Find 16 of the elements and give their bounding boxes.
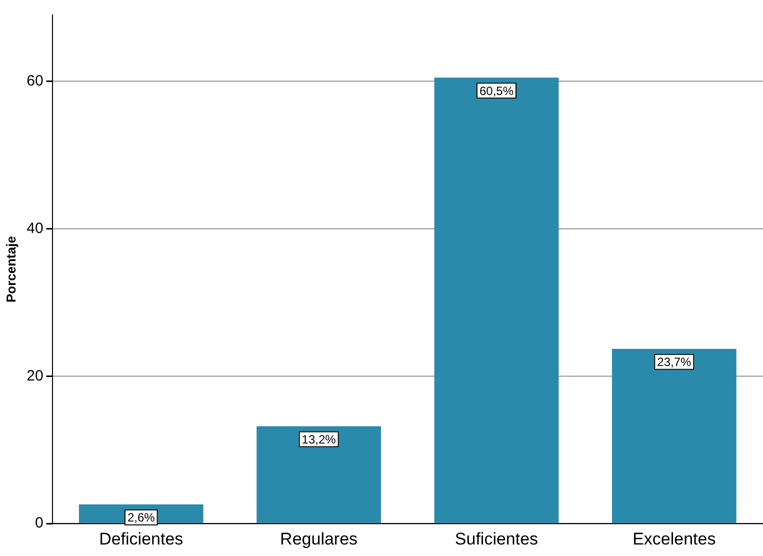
x-tick-label: Deficientes bbox=[99, 529, 184, 548]
x-tick-label: Suficientes bbox=[454, 529, 538, 548]
y-tick-label: 60 bbox=[26, 72, 44, 90]
bar bbox=[612, 348, 736, 523]
data-label: 2,6% bbox=[127, 510, 156, 525]
data-label: 23,7% bbox=[657, 355, 692, 370]
y-tick-label: 20 bbox=[26, 367, 44, 384]
x-tick-label: Regulares bbox=[280, 529, 358, 548]
data-label: 60,5% bbox=[479, 84, 514, 98]
bar bbox=[434, 78, 559, 523]
y-tick-label: 40 bbox=[26, 220, 44, 237]
data-label: 13,2% bbox=[302, 432, 336, 447]
x-tick-label: Excelentes bbox=[632, 529, 716, 548]
bar bbox=[256, 426, 381, 523]
y-tick-label: 0 bbox=[34, 514, 44, 532]
y-axis-title: Porcentaje bbox=[3, 236, 18, 303]
